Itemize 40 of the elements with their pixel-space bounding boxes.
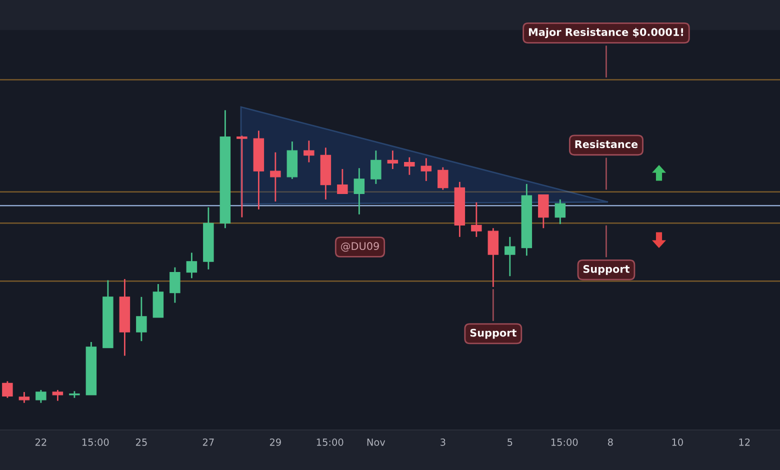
candlestick <box>337 168 348 194</box>
candlestick <box>2 380 13 399</box>
candlestick <box>270 152 281 202</box>
candlestick <box>304 140 314 163</box>
candlestick <box>488 227 499 288</box>
candlestick <box>438 166 448 190</box>
candlestick <box>471 202 482 238</box>
x-tick-label: 5 <box>508 438 512 446</box>
candlestick <box>387 150 398 170</box>
x-tick-label: 8 <box>608 438 613 446</box>
candlestick <box>36 389 46 404</box>
candlestick <box>554 198 566 225</box>
x-tick-label: 25 <box>136 438 147 446</box>
x-tick-label: 22 <box>35 438 46 446</box>
candlestick <box>354 167 365 216</box>
x-tick-label: 12 <box>739 438 750 446</box>
annotation: Support <box>583 265 630 275</box>
candlestick <box>420 157 432 182</box>
candlestick <box>504 236 516 277</box>
annotation: @DU09 <box>341 242 379 252</box>
x-tick-label: 3 <box>440 438 446 446</box>
annotation: Major Resistance $0.0001! <box>528 28 683 38</box>
candlestick <box>136 296 147 342</box>
x-tick-label: 15:00 <box>551 438 578 446</box>
candlestick <box>52 389 64 402</box>
candlestick <box>18 391 30 404</box>
candlestick <box>538 194 549 229</box>
annotation: Support <box>470 328 516 339</box>
x-tick-label: 27 <box>202 438 214 446</box>
x-tick-label: Nov <box>367 438 386 446</box>
candlestick <box>170 266 180 304</box>
candlestick <box>236 134 248 218</box>
x-tick-label: 15:00 <box>82 438 109 446</box>
x-tick-label: 10 <box>672 438 683 446</box>
annotation: Resistance <box>575 140 638 148</box>
candlestick <box>404 156 415 176</box>
candlestick <box>186 252 198 279</box>
candlestick <box>370 150 382 185</box>
x-tick-label: 29 <box>270 438 281 446</box>
x-tick-label: 15:00 <box>316 438 344 446</box>
